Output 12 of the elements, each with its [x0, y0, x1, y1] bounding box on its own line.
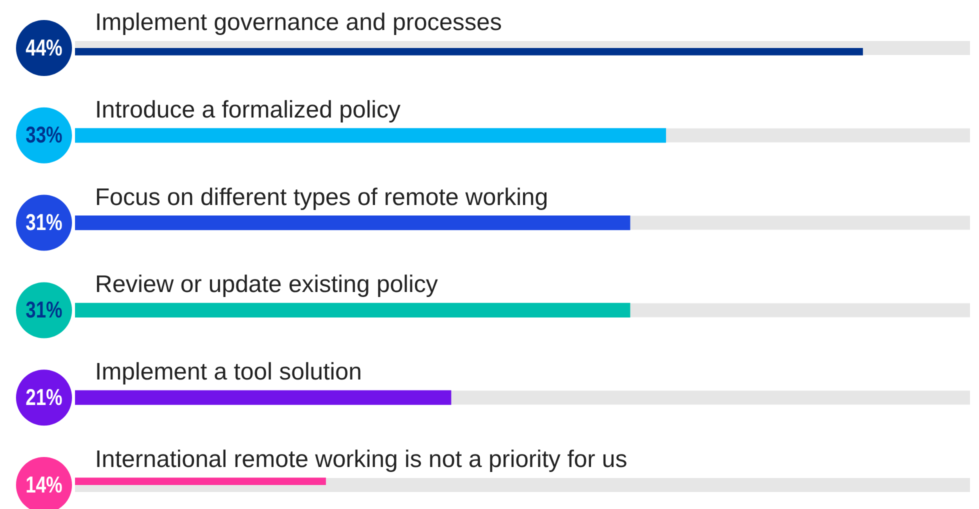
data-label: 33% [26, 122, 62, 148]
y-tick-label: Introduce a formalized policy [95, 96, 400, 124]
data-label: 31% [26, 210, 62, 236]
y-tick-label: Focus on different types of remote working [95, 184, 548, 211]
y-tick-label: Implement governance and processes [95, 9, 502, 36]
y-tick-label: International remote working is not a priority for us [95, 446, 628, 473]
data-label: 21% [26, 385, 62, 410]
data-label: 44% [26, 35, 62, 61]
y-tick-label: Implement a tool solution [95, 358, 362, 386]
data-label: 31% [26, 298, 62, 324]
y-tick-label: Review or update existing policy [95, 271, 438, 298]
data-label: 14% [26, 472, 62, 498]
